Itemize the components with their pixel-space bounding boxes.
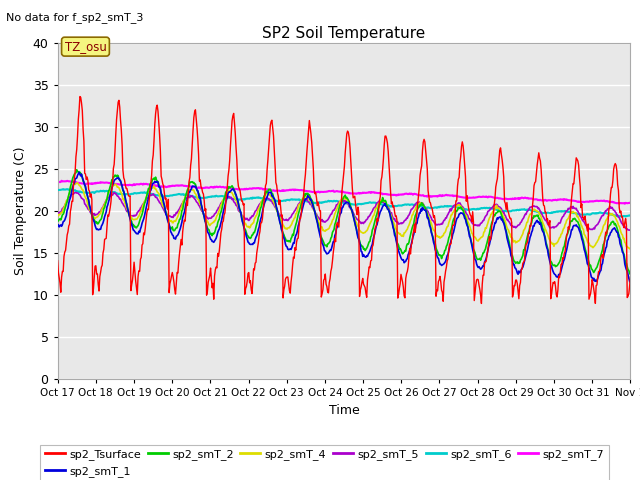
sp2_Tsurface — [415, 193, 422, 199]
Line: sp2_smT_7: sp2_smT_7 — [58, 181, 630, 204]
sp2_smT_4 — [212, 215, 220, 221]
sp2_smT_1 — [627, 280, 634, 286]
Title: SP2 Soil Temperature: SP2 Soil Temperature — [262, 25, 426, 41]
sp2_smT_5 — [415, 200, 422, 206]
sp2_Tsurface — [76, 94, 84, 99]
Y-axis label: Soil Temperature (C): Soil Temperature (C) — [14, 147, 27, 276]
sp2_smT_5 — [431, 221, 439, 227]
Legend: sp2_Tsurface, sp2_smT_1, sp2_smT_2, sp2_smT_4, sp2_smT_5, sp2_smT_6, sp2_smT_7: sp2_Tsurface, sp2_smT_1, sp2_smT_2, sp2_… — [40, 445, 609, 480]
sp2_smT_6 — [415, 203, 422, 209]
Line: sp2_smT_4: sp2_smT_4 — [58, 183, 630, 249]
sp2_smT_7 — [212, 184, 220, 190]
sp2_smT_7 — [431, 193, 439, 199]
sp2_smT_5 — [124, 208, 132, 214]
sp2_smT_7 — [621, 201, 628, 206]
sp2_smT_6 — [627, 212, 634, 218]
sp2_smT_7 — [65, 179, 72, 184]
Line: sp2_smT_1: sp2_smT_1 — [58, 172, 630, 283]
sp2_smT_1 — [76, 169, 83, 175]
sp2_smT_4 — [124, 207, 132, 213]
sp2_smT_4 — [54, 212, 61, 217]
sp2_smT_7 — [124, 182, 132, 188]
sp2_smT_7 — [627, 200, 634, 206]
sp2_smT_6 — [431, 204, 439, 210]
Line: sp2_smT_6: sp2_smT_6 — [58, 189, 630, 216]
sp2_Tsurface — [627, 274, 634, 280]
sp2_smT_7 — [182, 183, 189, 189]
sp2_smT_1 — [431, 247, 439, 252]
sp2_smT_2 — [64, 195, 72, 201]
sp2_smT_7 — [54, 179, 61, 185]
sp2_smT_1 — [212, 235, 220, 241]
sp2_smT_2 — [415, 204, 422, 210]
sp2_smT_2 — [73, 167, 81, 173]
sp2_smT_4 — [74, 180, 81, 186]
sp2_Tsurface — [182, 208, 189, 214]
sp2_smT_6 — [622, 214, 630, 219]
sp2_smT_4 — [431, 229, 439, 235]
sp2_smT_6 — [63, 186, 71, 192]
sp2_smT_2 — [627, 272, 634, 277]
sp2_smT_1 — [64, 205, 72, 211]
sp2_smT_5 — [182, 195, 189, 201]
sp2_smT_4 — [64, 196, 72, 202]
sp2_smT_4 — [415, 201, 422, 207]
sp2_smT_6 — [54, 187, 61, 193]
sp2_smT_6 — [182, 192, 189, 197]
sp2_smT_2 — [124, 206, 132, 212]
sp2_Tsurface — [431, 218, 439, 224]
sp2_smT_2 — [54, 218, 61, 224]
Text: TZ_osu: TZ_osu — [65, 40, 106, 53]
sp2_smT_7 — [415, 192, 422, 198]
sp2_smT_5 — [64, 196, 72, 202]
sp2_Tsurface — [64, 229, 72, 235]
sp2_smT_4 — [627, 246, 634, 252]
sp2_smT_2 — [182, 192, 189, 198]
sp2_Tsurface — [54, 258, 61, 264]
X-axis label: Time: Time — [328, 404, 360, 417]
Line: sp2_smT_2: sp2_smT_2 — [58, 170, 630, 275]
sp2_smT_6 — [212, 193, 220, 199]
sp2_smT_7 — [58, 178, 65, 184]
Line: sp2_Tsurface: sp2_Tsurface — [58, 96, 630, 303]
sp2_smT_1 — [54, 222, 61, 228]
sp2_smT_6 — [124, 191, 132, 197]
sp2_smT_5 — [212, 210, 220, 216]
sp2_smT_5 — [626, 228, 634, 233]
sp2_Tsurface — [212, 264, 220, 270]
sp2_smT_2 — [431, 240, 439, 246]
sp2_Tsurface — [124, 189, 132, 195]
Line: sp2_smT_5: sp2_smT_5 — [58, 192, 630, 230]
sp2_smT_1 — [182, 201, 189, 207]
sp2_smT_6 — [65, 187, 72, 192]
Text: No data for f_sp2_smT_3: No data for f_sp2_smT_3 — [6, 12, 144, 23]
sp2_smT_5 — [627, 227, 634, 233]
sp2_Tsurface — [477, 300, 485, 306]
sp2_smT_2 — [212, 224, 220, 230]
sp2_smT_4 — [182, 192, 189, 197]
sp2_smT_5 — [54, 209, 61, 215]
sp2_smT_5 — [72, 190, 80, 195]
sp2_smT_1 — [124, 206, 132, 212]
sp2_smT_1 — [415, 214, 422, 220]
